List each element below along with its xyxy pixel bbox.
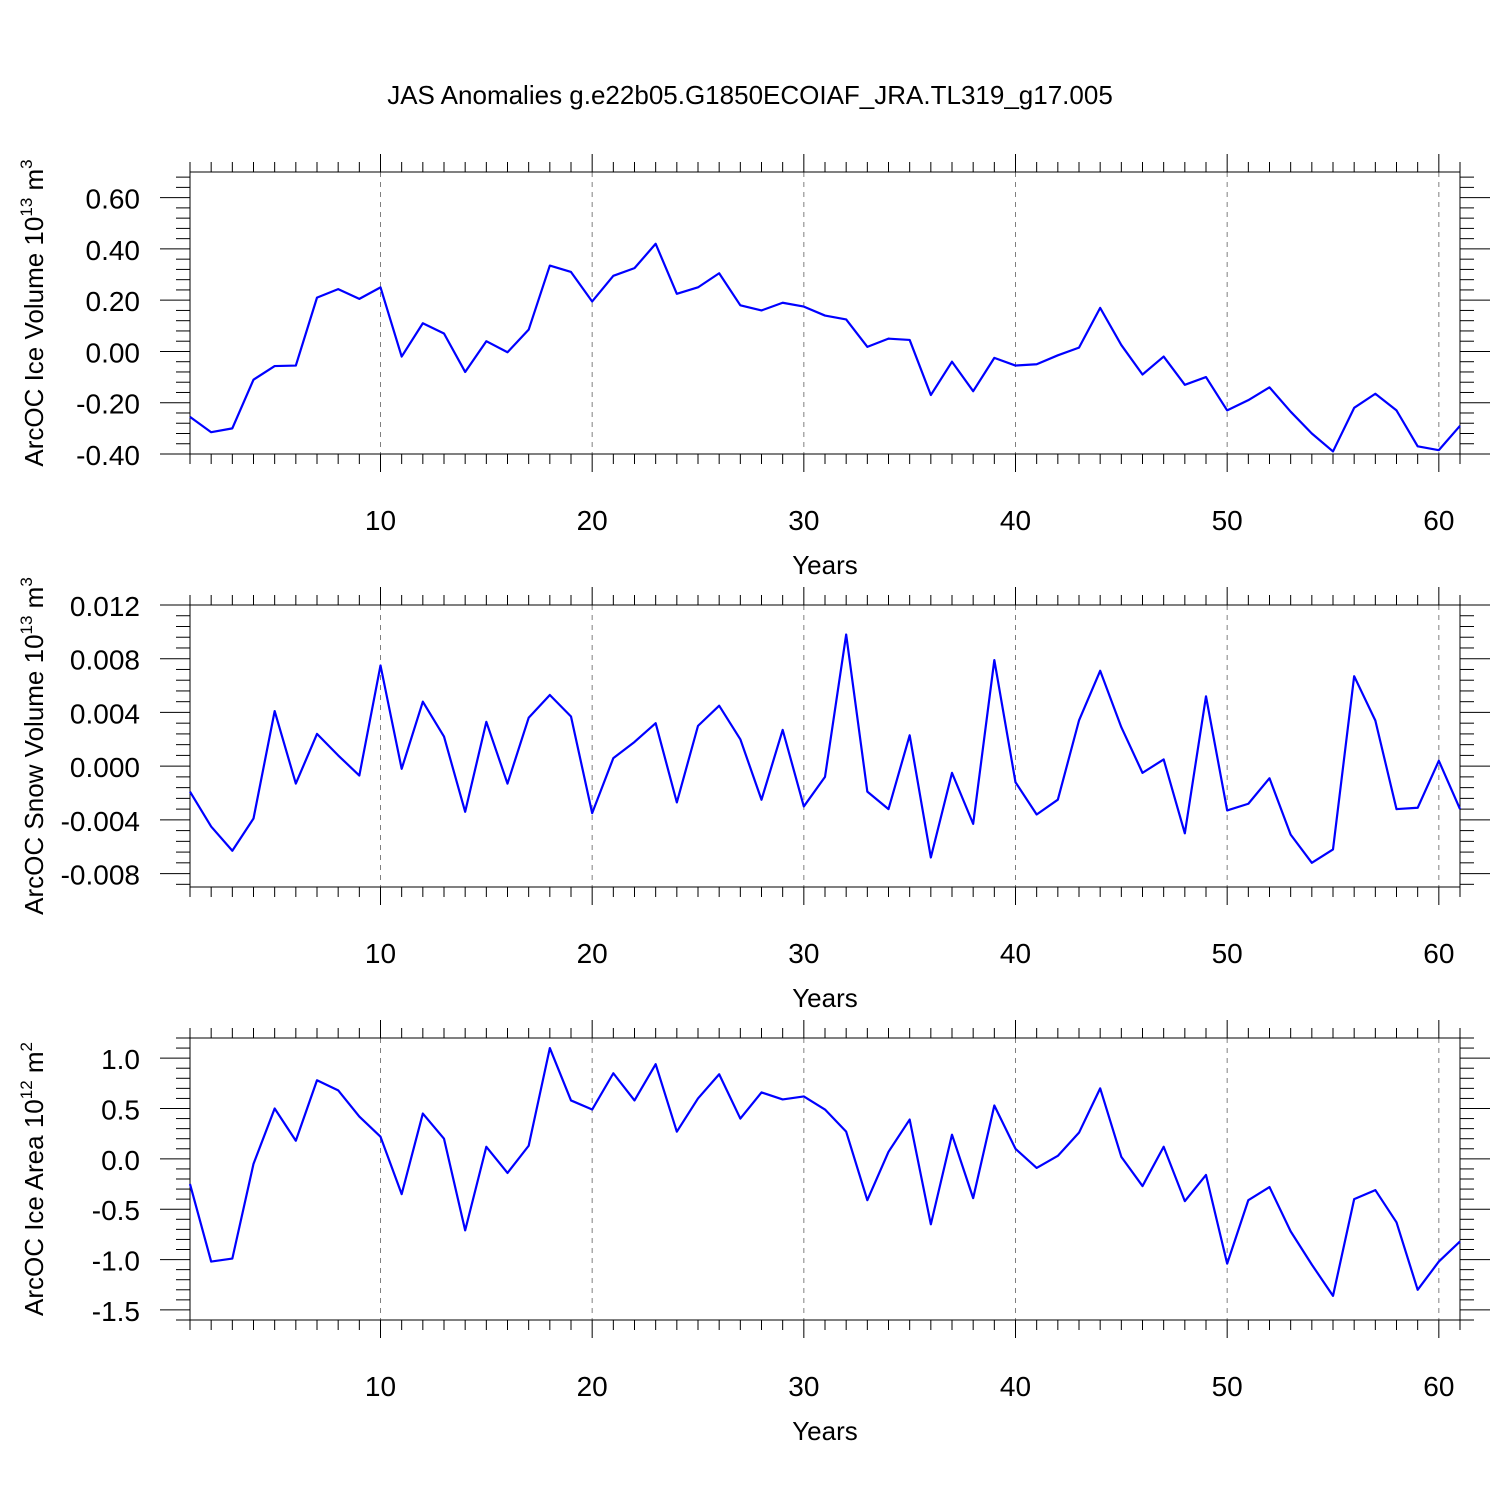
ice-volume-ytick-label: -0.40: [76, 440, 140, 471]
ice-area-ylabel-exponent: 12: [17, 1080, 36, 1099]
ice-volume-xtick-label: 10: [365, 505, 396, 536]
ice-area-xtick-label: 50: [1212, 1371, 1243, 1402]
ice-volume-ylabel-unit-exponent: 3: [17, 159, 36, 168]
ice-area-ytick-label: -1.5: [92, 1296, 140, 1327]
snow-volume-x-tick-labels: 10 20 30 40 50 60: [365, 938, 1454, 969]
ice-volume-ylabel-base: ArcOC Ice Volume 10: [19, 217, 49, 467]
ice-area-ticks: [160, 1020, 1490, 1338]
ice-area-ytick-label: -0.5: [92, 1195, 140, 1226]
snow-volume-ylabel-base: ArcOC Snow Volume 10: [19, 634, 49, 914]
snow-volume-ylabel-unit-exponent: 3: [17, 577, 36, 586]
ice-area-xtick-label: 10: [365, 1371, 396, 1402]
snow-volume-ticks: [160, 587, 1490, 905]
ice-area-y-tick-labels: 1.0 0.5 0.0 -0.5 -1.0 -1.5: [92, 1044, 140, 1327]
snow-volume-ytick-label: -0.008: [61, 860, 140, 891]
snow-volume-grid: [380, 605, 1440, 887]
ice-volume-ytick-label: 0.40: [86, 235, 141, 266]
snow-volume-ytick-label: 0.012: [70, 591, 140, 622]
snow-volume-ylabel-unit: m: [19, 587, 49, 616]
snow-volume-x-axis-title: Years: [792, 983, 858, 1013]
snow-volume-ytick-label: 0.000: [70, 752, 140, 783]
ice-area-ytick-label: 1.0: [101, 1044, 140, 1075]
ice-area-y-axis-title: ArcOC Ice Area 1012 m2: [17, 1042, 49, 1316]
ice-volume-xtick-label: 40: [1000, 505, 1031, 536]
ice-area-xtick-label: 60: [1423, 1371, 1454, 1402]
ice-volume-ytick-label: 0.20: [86, 286, 141, 317]
snow-volume-ytick-label: 0.004: [70, 698, 140, 729]
ice-volume-ytick-label: 0.00: [86, 337, 141, 368]
snow-volume-xtick-label: 60: [1423, 938, 1454, 969]
snow-volume-xtick-label: 50: [1212, 938, 1243, 969]
ice-area-ylabel-unit-exponent: 2: [17, 1042, 36, 1051]
ice-volume-xtick-label: 60: [1423, 505, 1454, 536]
ice-volume-ylabel-exponent: 13: [17, 198, 36, 217]
snow-volume-ylabel-exponent: 13: [17, 616, 36, 635]
snow-volume-xtick-label: 10: [365, 938, 396, 969]
ice-area-series-line: [188, 1046, 1461, 1297]
ice-area-ytick-label: 0.5: [101, 1095, 140, 1126]
ice-volume-ytick-label: -0.20: [76, 389, 140, 420]
chart-title: JAS Anomalies g.e22b05.G1850ECOIAF_JRA.T…: [387, 80, 1113, 110]
ice-volume-series-line: [189, 242, 1461, 453]
panel-ice-area: 1.0 0.5 0.0 -0.5 -1.0 -1.5 10 20 30 40 5…: [17, 1020, 1490, 1446]
snow-volume-y-tick-labels: 0.012 0.008 0.004 0.000 -0.004 -0.008: [61, 591, 140, 891]
ice-area-grid: [380, 1038, 1440, 1320]
panel-snow-volume: 0.012 0.008 0.004 0.000 -0.004 -0.008 10…: [17, 577, 1490, 1013]
ice-area-ytick-label: -1.0: [92, 1246, 140, 1277]
ice-volume-xtick-label: 20: [577, 505, 608, 536]
ice-volume-grid: [380, 172, 1440, 454]
ice-area-ylabel-base: ArcOC Ice Area 10: [19, 1099, 49, 1316]
snow-volume-xtick-label: 30: [788, 938, 819, 969]
ice-volume-y-tick-labels: 0.60 0.40 0.20 0.00 -0.20 -0.40: [76, 184, 140, 471]
ice-area-x-tick-labels: 10 20 30 40 50 60: [365, 1371, 1454, 1402]
ice-volume-x-tick-labels: 10 20 30 40 50 60: [365, 505, 1454, 536]
ice-area-ytick-label: 0.0: [101, 1145, 140, 1176]
snow-volume-ytick-label: -0.004: [61, 806, 140, 837]
ice-area-xtick-label: 30: [788, 1371, 819, 1402]
snow-volume-y-axis-title: ArcOC Snow Volume 1013 m3: [17, 577, 49, 915]
ice-area-xtick-label: 20: [577, 1371, 608, 1402]
panel-ice-volume: 0.60 0.40 0.20 0.00 -0.20 -0.40 10 20 30…: [17, 154, 1490, 580]
snow-volume-ytick-label: 0.008: [70, 645, 140, 676]
ice-volume-x-axis-title: Years: [792, 550, 858, 580]
ice-volume-ylabel-unit: m: [19, 169, 49, 198]
ice-volume-xtick-label: 30: [788, 505, 819, 536]
ice-area-xtick-label: 40: [1000, 1371, 1031, 1402]
ice-volume-xtick-label: 50: [1212, 505, 1243, 536]
snow-volume-xtick-label: 40: [1000, 938, 1031, 969]
ice-volume-ytick-label: 0.60: [86, 184, 141, 215]
snow-volume-series-line: [189, 633, 1462, 864]
ice-area-x-axis-title: Years: [792, 1416, 858, 1446]
ice-volume-y-axis-title: ArcOC Ice Volume 1013 m3: [17, 159, 49, 466]
ice-area-ylabel-unit: m: [19, 1051, 49, 1080]
snow-volume-xtick-label: 20: [577, 938, 608, 969]
ice-volume-ticks: [160, 154, 1490, 472]
